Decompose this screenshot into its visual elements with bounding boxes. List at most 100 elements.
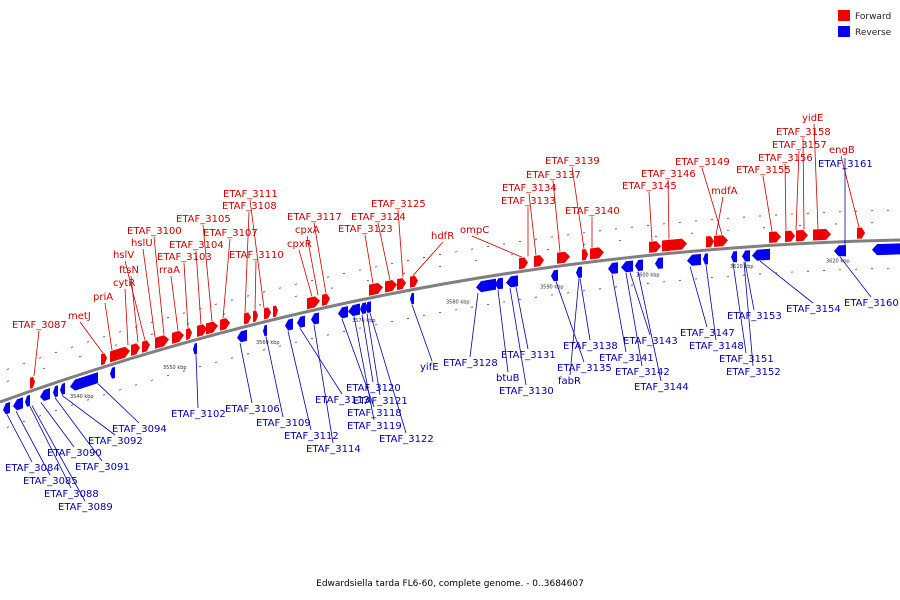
- label-leader: [202, 224, 213, 322]
- gene-label-etaf-3158: ETAF_3158: [776, 127, 831, 138]
- forward-gene: [769, 231, 781, 243]
- gene-label-etaf-3144: ETAF_3144: [634, 382, 689, 393]
- label-leader: [79, 321, 104, 354]
- label-leader: [571, 166, 585, 249]
- legend-swatch-forward: [838, 10, 850, 21]
- gene-label-etaf-3130: ETAF_3130: [499, 386, 554, 397]
- gene-features: [3, 227, 900, 415]
- reverse-gene: [551, 269, 558, 282]
- gene-label-etaf-3145: ETAF_3145: [622, 181, 677, 192]
- gene-label-etaf-3100: ETAF_3100: [127, 226, 182, 237]
- label-leader: [629, 272, 651, 336]
- reverse-gene: [70, 372, 98, 391]
- label-leader: [839, 256, 872, 298]
- label-leader: [759, 260, 814, 304]
- label-leader: [265, 336, 284, 418]
- label-leader: [515, 287, 529, 350]
- ruler-tick: [214, 361, 218, 363]
- label-leader: [744, 261, 755, 311]
- ruler-tick: [134, 384, 138, 386]
- forward-gene: [220, 318, 230, 331]
- reverse-gene: [193, 342, 197, 355]
- gene-label-etaf-3087: ETAF_3087: [12, 320, 67, 331]
- gene-label-etaf-3091: ETAF_3091: [75, 462, 130, 473]
- reverse-gene: [25, 394, 30, 407]
- forward-gene: [649, 241, 661, 253]
- forward-gene: [155, 335, 169, 349]
- gene-label-etaf-3147: ETAF_3147: [680, 328, 735, 339]
- gene-label-etaf-3151: ETAF_3151: [719, 354, 774, 365]
- forward-gene: [557, 251, 570, 264]
- reverse-gene: [297, 315, 305, 328]
- gene-label-etaf-3111: ETAF_3111: [223, 189, 278, 200]
- reverse-gene: [348, 303, 360, 317]
- ruler-tick: [78, 355, 82, 358]
- gene-label-pria: priA: [93, 292, 113, 303]
- label-leader: [667, 179, 670, 240]
- label-leader: [762, 175, 773, 232]
- label-leader: [411, 304, 433, 362]
- gene-label-etaf-3108: ETAF_3108: [222, 201, 277, 212]
- label-leader: [377, 222, 391, 281]
- label-leader: [254, 260, 257, 311]
- label-leader: [802, 137, 805, 230]
- forward-gene: [206, 321, 218, 335]
- label-leader: [701, 167, 723, 235]
- label-leader: [509, 287, 527, 386]
- reverse-gene: [311, 312, 319, 325]
- gene-label-yide: yidE: [802, 113, 823, 124]
- gene-label-ftsn: ftsN: [119, 265, 139, 276]
- forward-gene: [30, 376, 35, 389]
- gene-label-etaf-3138: ETAF_3138: [563, 341, 618, 352]
- forward-gene: [131, 343, 140, 356]
- label-leader: [195, 250, 202, 325]
- gene-label-etaf-3109: ETAF_3109: [256, 418, 311, 429]
- label-leader: [313, 325, 334, 444]
- ruler-tick: [114, 344, 118, 346]
- label-leader: [637, 271, 662, 382]
- reverse-gene: [60, 382, 65, 395]
- reverse-gene: [608, 262, 618, 274]
- reverse-gene: [360, 302, 366, 315]
- reverse-gene: [13, 397, 23, 411]
- label-leader: [552, 180, 561, 252]
- label-leader: [153, 236, 165, 335]
- ruler-tick: [246, 353, 250, 355]
- gene-label-etaf-3134: ETAF_3134: [502, 183, 557, 194]
- gene-label-cytr: cytR: [113, 278, 135, 289]
- reverse-gene: [476, 278, 496, 293]
- forward-gene: [264, 307, 271, 320]
- forward-gene: [857, 227, 865, 239]
- gene-label-etaf-3149: ETAF_3149: [675, 157, 730, 168]
- reverse-gene: [40, 388, 50, 401]
- label-leader: [784, 163, 787, 231]
- label-leader: [689, 266, 708, 328]
- scale-label: 3600 kbp: [636, 273, 660, 279]
- ruler-tick: [150, 379, 154, 381]
- ruler-tick: [118, 331, 122, 333]
- gene-label-etaf-3107: ETAF_3107: [203, 228, 258, 239]
- label-leader: [183, 262, 189, 328]
- gene-label-etaf-3135: ETAF_3135: [557, 363, 612, 374]
- ruler-tick: [70, 346, 74, 348]
- forward-gene: [142, 340, 150, 353]
- label-leader: [6, 414, 33, 463]
- scale-label: 3620 kbp: [826, 258, 850, 264]
- reverse-gene: [655, 257, 663, 269]
- label-leader: [366, 313, 381, 396]
- forward-gene: [101, 353, 107, 366]
- forward-gene: [385, 280, 397, 293]
- label-leader: [497, 289, 509, 373]
- label-leader: [648, 191, 653, 242]
- gene-label-etaf-3118: ETAF_3118: [347, 408, 402, 419]
- ruler-tick: [54, 409, 58, 412]
- ruler-tick: [42, 367, 46, 370]
- forward-gene: [253, 310, 258, 323]
- forward-gene: [714, 235, 728, 247]
- gene-label-etaf-3085: ETAF_3085: [23, 476, 78, 487]
- reverse-gene: [285, 318, 293, 331]
- gene-label-etaf-3125: ETAF_3125: [371, 199, 426, 210]
- label-leader: [170, 275, 179, 331]
- forward-gene: [706, 236, 714, 248]
- forward-gene: [322, 293, 330, 306]
